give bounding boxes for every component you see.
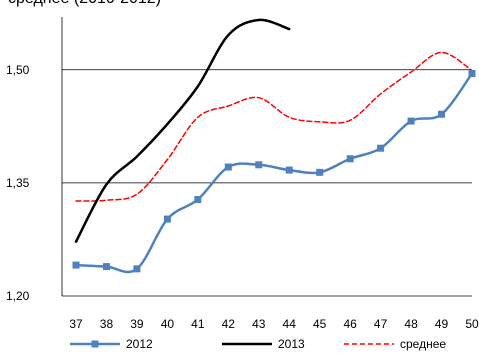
y-tick-labels: 1,20 1,35 1,50 — [6, 63, 30, 303]
legend-label: среднее — [400, 337, 446, 351]
y-tick-label: 1,50 — [6, 63, 30, 77]
series-lines — [72, 18, 476, 274]
data-point — [377, 144, 385, 152]
series-line-2013 — [74, 18, 291, 243]
chart-title: среднее (2010-2012) — [8, 0, 161, 8]
x-tick-label: 43 — [252, 317, 266, 331]
x-tick-label: 46 — [343, 317, 357, 331]
x-tick-label: 50 — [465, 317, 479, 331]
data-point — [194, 195, 202, 203]
x-tick-label: 42 — [222, 317, 236, 331]
legend-label: 2012 — [126, 337, 153, 351]
x-tick-label: 47 — [374, 317, 388, 331]
x-tick-label: 48 — [404, 317, 418, 331]
data-point — [72, 261, 80, 269]
data-point — [407, 117, 415, 125]
data-point — [133, 265, 141, 273]
y-tick-label: 1,35 — [6, 176, 30, 190]
data-point — [163, 215, 171, 223]
data-point — [346, 155, 354, 163]
data-point — [438, 110, 446, 118]
x-tick-label: 37 — [69, 317, 83, 331]
legend-label: 2013 — [278, 337, 305, 351]
x-tick-label: 49 — [435, 317, 449, 331]
legend-marker — [91, 340, 99, 348]
legend: 2012 2013 среднее — [70, 337, 446, 351]
gridlines — [62, 69, 472, 184]
x-tick-label: 44 — [283, 317, 297, 331]
y-tick-label: 1,20 — [6, 289, 30, 303]
x-tick-label: 41 — [191, 317, 205, 331]
x-tick-label: 38 — [100, 317, 114, 331]
series-line-srednee — [75, 51, 473, 202]
data-point — [255, 161, 263, 169]
series-line-2012 — [74, 72, 474, 274]
x-tick-label: 45 — [313, 317, 327, 331]
axes — [61, 17, 472, 297]
x-tick-label: 40 — [161, 317, 175, 331]
data-point — [285, 166, 293, 174]
data-point — [224, 163, 232, 171]
data-point — [468, 70, 476, 78]
x-tick-labels: 37 38 39 40 41 42 43 44 45 46 47 48 49 50 — [69, 317, 479, 331]
data-point — [316, 168, 324, 176]
data-point — [102, 263, 110, 271]
x-tick-label: 39 — [130, 317, 144, 331]
